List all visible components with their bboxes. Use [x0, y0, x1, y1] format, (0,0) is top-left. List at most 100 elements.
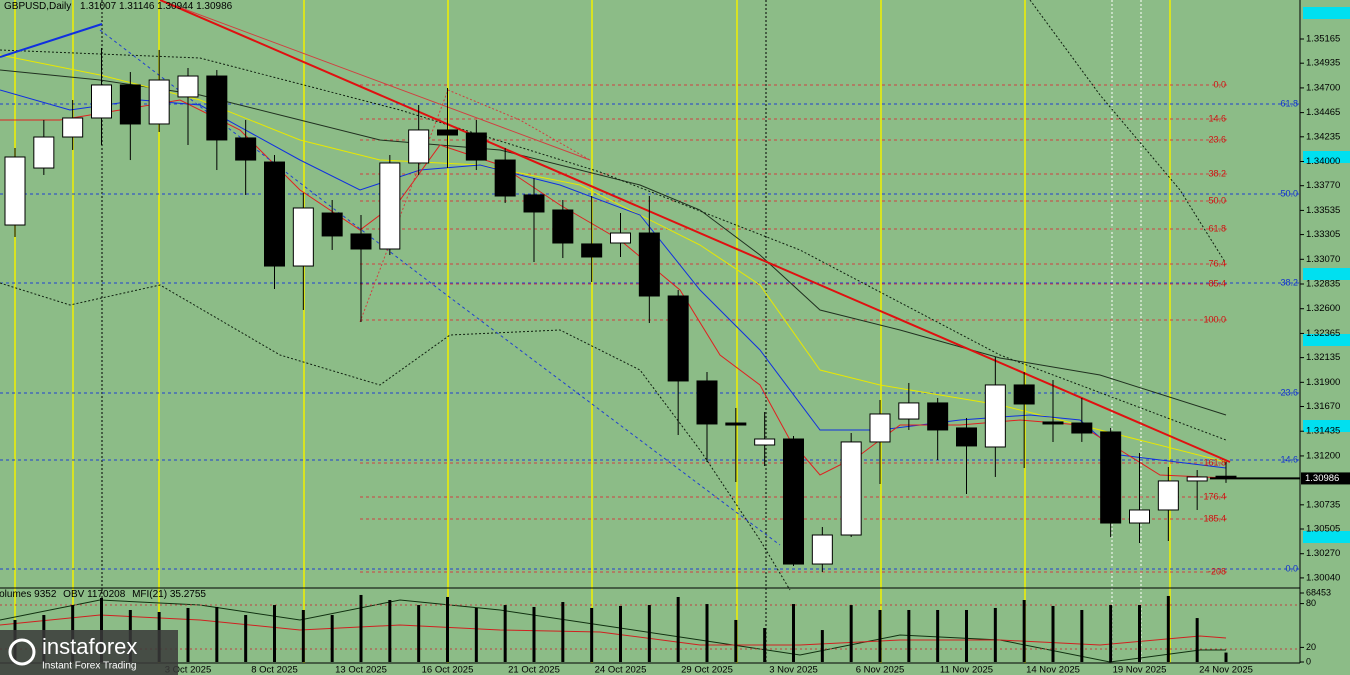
y-tick-label: 1.34465: [1306, 107, 1340, 118]
candle-body: [523, 194, 545, 213]
y2-tick-label: 80: [1306, 598, 1316, 608]
x-tick-label: 14 Nov 2025: [1026, 665, 1080, 675]
trend-line: [159, 0, 1231, 463]
volume-bar: [273, 605, 276, 662]
x-tick-label: 8 Oct 2025: [251, 665, 297, 675]
y-tick-label: 1.31200: [1306, 450, 1340, 461]
x-tick-label: 21 Oct 2025: [508, 665, 560, 675]
fib-label: 76.4: [1208, 258, 1226, 268]
volume-bar: [590, 607, 594, 662]
y-tick-label: 1.33770: [1306, 180, 1340, 191]
fib-label: 100.0: [1203, 314, 1226, 324]
volume-bar: [647, 605, 651, 662]
volume-bar: [965, 609, 968, 662]
candle-body: [33, 136, 55, 169]
fib-label: 23.6: [1208, 134, 1226, 144]
chart-header: GBPUSD,Daily 1.31007 1.31146 1.30944 1.3…: [4, 1, 233, 12]
candle-body: [811, 534, 833, 565]
x-tick-label: 24 Oct 2025: [595, 665, 647, 675]
fib-label: 38.2: [1208, 168, 1226, 178]
fib-label: 50.0: [1280, 188, 1298, 198]
fib-label: 50.0: [1208, 195, 1226, 205]
candle-body: [610, 232, 631, 244]
trend-channel: [1029, 0, 1226, 263]
trend-line: [159, 0, 591, 161]
y-tick-label: 1.33070: [1306, 254, 1340, 265]
mfi-label: MFI(21): [132, 589, 167, 600]
candle-body: [1042, 421, 1064, 425]
volume-bar: [705, 604, 709, 662]
logo-tagline: Instant Forex Trading: [42, 661, 137, 672]
candle-body: [984, 384, 1006, 448]
candle-body: [1100, 431, 1122, 524]
x-tick-label: 19 Nov 2025: [1113, 665, 1167, 675]
volume-bar: [215, 606, 219, 662]
candle-body: [408, 129, 430, 164]
candle-body: [465, 132, 487, 161]
y-tick-label: 0: [1306, 656, 1311, 666]
fib-label: 38.2: [1280, 277, 1298, 287]
candle-body: [494, 159, 516, 197]
volume-bar: [1109, 605, 1113, 662]
candle-body: [1129, 509, 1150, 524]
candle-body: [91, 84, 112, 119]
price-label: 1.30986: [1305, 473, 1339, 484]
trend-line: [99, 29, 781, 546]
y-tick-label: 1.35165: [1306, 34, 1340, 45]
candle-body: [552, 209, 574, 244]
volume-label: Volumes: [0, 589, 31, 600]
candle-body: [235, 137, 257, 161]
x-tick-label: 16 Oct 2025: [422, 665, 474, 675]
volume-bar: [936, 609, 940, 662]
volume-bar: [907, 609, 911, 662]
fib-label: 176.4: [1203, 491, 1226, 501]
candle-body: [840, 441, 862, 536]
fib-label: 185.4: [1203, 513, 1226, 523]
y-tick-label: 1.31435: [1306, 426, 1340, 437]
volume-bar: [734, 619, 738, 662]
header-close: 1.30986: [196, 1, 233, 12]
price-marker: [1303, 268, 1350, 280]
candle-body: [4, 156, 26, 226]
logo-icon: [8, 638, 36, 666]
volume-bar: [186, 607, 190, 662]
header-high: 1.31146: [119, 1, 155, 12]
indicator-header: Volumes 9352 OBV 1170208 MFI(21) 35.2755: [0, 589, 206, 600]
y-tick-label: 1.33305: [1306, 229, 1340, 240]
volume-bar: [1051, 605, 1055, 662]
mfi-value: 35.2755: [170, 589, 207, 600]
x-tick-label: 6 Nov 2025: [856, 665, 905, 675]
zigzag: [359, 89, 591, 323]
volume-bar: [301, 609, 305, 662]
volume-bar: [532, 606, 536, 662]
volume-bar: [820, 630, 824, 662]
y-tick-label: 1.30735: [1306, 499, 1340, 510]
fib-label: 14.6: [1208, 113, 1226, 123]
fib-label: -208: [1208, 566, 1226, 576]
y-tick-label: 1.34700: [1306, 82, 1340, 93]
candle-body: [667, 295, 689, 382]
volume-bar: [1080, 609, 1084, 662]
moving-average: [0, 99, 1227, 479]
symbol: GBPUSD,Daily: [4, 1, 71, 12]
candle-body: [437, 129, 458, 136]
header-low: 1.30944: [157, 1, 194, 12]
volume-bar: [1166, 595, 1170, 662]
candle-body: [1157, 480, 1179, 511]
watermark: instaforex Instant Forex Trading: [0, 630, 178, 675]
price-marker: [1303, 531, 1350, 543]
fib-label: 61.8: [1208, 223, 1226, 233]
fib-label: 85.4: [1208, 278, 1226, 288]
header-open: 1.31007: [80, 1, 117, 12]
candle-body: [581, 243, 603, 258]
fib-label: 161.8: [1203, 457, 1226, 467]
obv-value: 1170208: [87, 589, 126, 600]
volume-bar: [474, 607, 478, 662]
y2-tick-label: 20: [1306, 642, 1316, 652]
candle-body: [725, 422, 747, 426]
volume-bar: [993, 607, 997, 662]
volume-bar: [1022, 600, 1026, 662]
obv-label: OBV: [63, 589, 84, 600]
candle-body: [1071, 422, 1093, 434]
